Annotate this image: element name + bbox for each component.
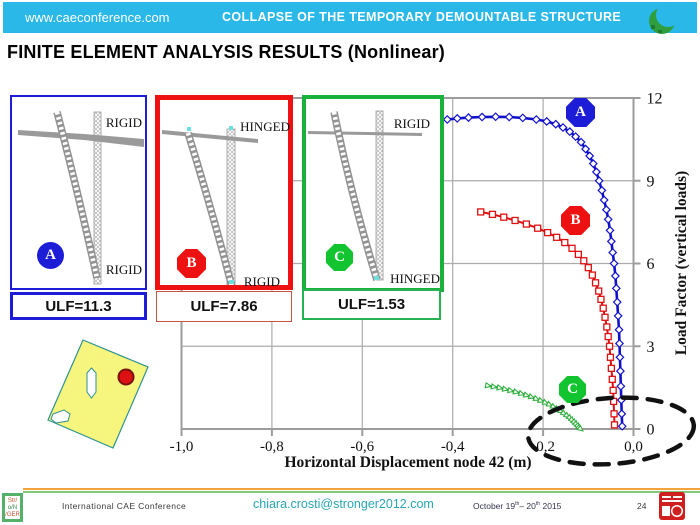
conference-label: International CAE Conference (62, 501, 187, 511)
badge-b: B (177, 249, 206, 278)
svg-text:/GER: /GER (5, 512, 20, 518)
roof-beam (162, 130, 258, 143)
badge-c: C (326, 244, 353, 271)
footer-divider-orange (23, 488, 700, 491)
curve-badge-c: C (559, 376, 586, 403)
model-c-drawing (308, 110, 422, 282)
truss-lattice (185, 132, 235, 288)
model-box-b: HINGED RIGID B (155, 95, 293, 290)
tower-slot (86, 367, 97, 399)
support-label-bottom: HINGED (390, 271, 440, 286)
footer-divider-green (23, 491, 700, 494)
support-label-top: HINGED (240, 119, 290, 134)
collapse-region-ellipse (525, 395, 697, 467)
crescent-logo-icon (649, 3, 680, 34)
x-tick-label: -0,8 (260, 439, 284, 455)
ulf-value-b: ULF=7.86 (156, 291, 292, 322)
series-A-markers (442, 112, 627, 431)
email-link[interactable]: chiara.crosti@stronger2012.com (253, 497, 434, 511)
truss-lattice (331, 111, 380, 281)
svg-text:Str/: Str/ (8, 498, 18, 504)
model-a-drawing (18, 111, 144, 285)
x-tick-label: -0,6 (350, 439, 374, 455)
stronger-logo: Str/ o/N /GER (2, 493, 23, 522)
series-layer (442, 112, 627, 432)
support-label-bottom: RIGID (105, 262, 142, 277)
hinge-marker-icon (374, 276, 379, 280)
node-42-marker (117, 368, 135, 386)
hinge-marker-icon (187, 127, 191, 131)
curve-badge-a: A (566, 98, 595, 127)
roof-beam (18, 130, 144, 147)
page-number: 24 (637, 501, 647, 511)
x-tick-label: -1,0 (170, 439, 194, 455)
y-tick-label: 9 (647, 173, 655, 190)
support-label-bottom: RIGID (243, 274, 280, 289)
svg-text:o/N: o/N (8, 505, 17, 511)
series-B-line (480, 210, 616, 425)
ulf-value-a: ULF=11.3 (10, 292, 147, 320)
site-url[interactable]: www.caeconference.com (25, 10, 170, 25)
model-b-drawing (162, 126, 258, 288)
truss-lattice (54, 111, 100, 279)
header-title: COLLAPSE OF THE TEMPORARY DEMOUNTABLE ST… (222, 10, 622, 24)
tower-column (375, 110, 384, 281)
support-marker-icon (229, 280, 234, 284)
support-label-top: RIGID (105, 115, 142, 130)
tower-column (93, 111, 102, 285)
plan-blob (50, 409, 71, 424)
page-title: FINITE ELEMENT ANALYSIS RESULTS (Nonline… (7, 42, 445, 62)
hinge-marker-icon (229, 126, 233, 130)
seal-logo-icon (659, 492, 685, 520)
curve-badge-b: B (561, 206, 590, 235)
y-tick-label: 6 (647, 256, 655, 273)
y-tick-label: 0 (647, 422, 655, 439)
model-box-a: RIGID RIGID A (10, 95, 147, 290)
plan-view-sketch (47, 339, 149, 449)
support-label-top: RIGID (393, 116, 430, 131)
y-tick-label: 3 (647, 339, 655, 356)
x-tick-label: 0,0 (624, 439, 643, 455)
ulf-value-c: ULF=1.53 (302, 289, 441, 320)
series-C-markers (484, 381, 584, 432)
y-axis-title: Load Factor (vertical loads) (673, 171, 690, 355)
series-B-markers (477, 208, 619, 429)
y-tick-label: 12 (647, 91, 663, 108)
badge-a: A (37, 242, 64, 269)
stage-plan-outline (47, 339, 149, 449)
x-axis-title: Horizontal Displacement node 42 (m) (284, 454, 531, 471)
header-bar: www.caeconference.com COLLAPSE OF THE TE… (3, 2, 697, 34)
x-tick-label: -0,4 (441, 439, 465, 455)
model-box-c: RIGID HINGED C (302, 95, 444, 292)
date-label: October 19th– 20th 2015 (473, 501, 562, 511)
